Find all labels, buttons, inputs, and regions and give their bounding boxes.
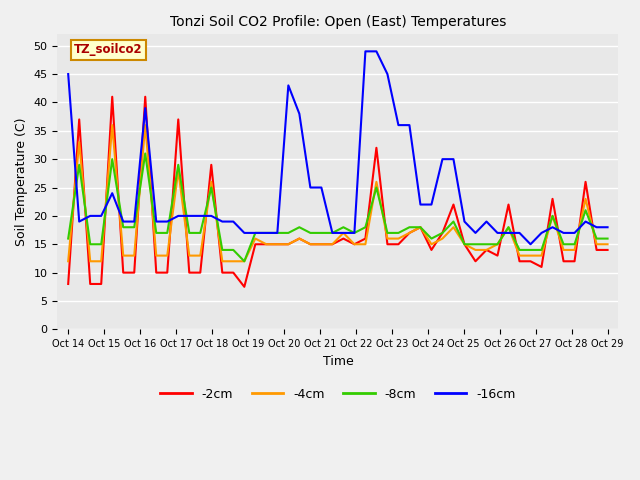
Text: TZ_soilco2: TZ_soilco2 xyxy=(74,43,143,56)
Legend: -2cm, -4cm, -8cm, -16cm: -2cm, -4cm, -8cm, -16cm xyxy=(156,383,520,406)
X-axis label: Time: Time xyxy=(323,355,353,368)
Title: Tonzi Soil CO2 Profile: Open (East) Temperatures: Tonzi Soil CO2 Profile: Open (East) Temp… xyxy=(170,15,506,29)
Y-axis label: Soil Temperature (C): Soil Temperature (C) xyxy=(15,118,28,246)
